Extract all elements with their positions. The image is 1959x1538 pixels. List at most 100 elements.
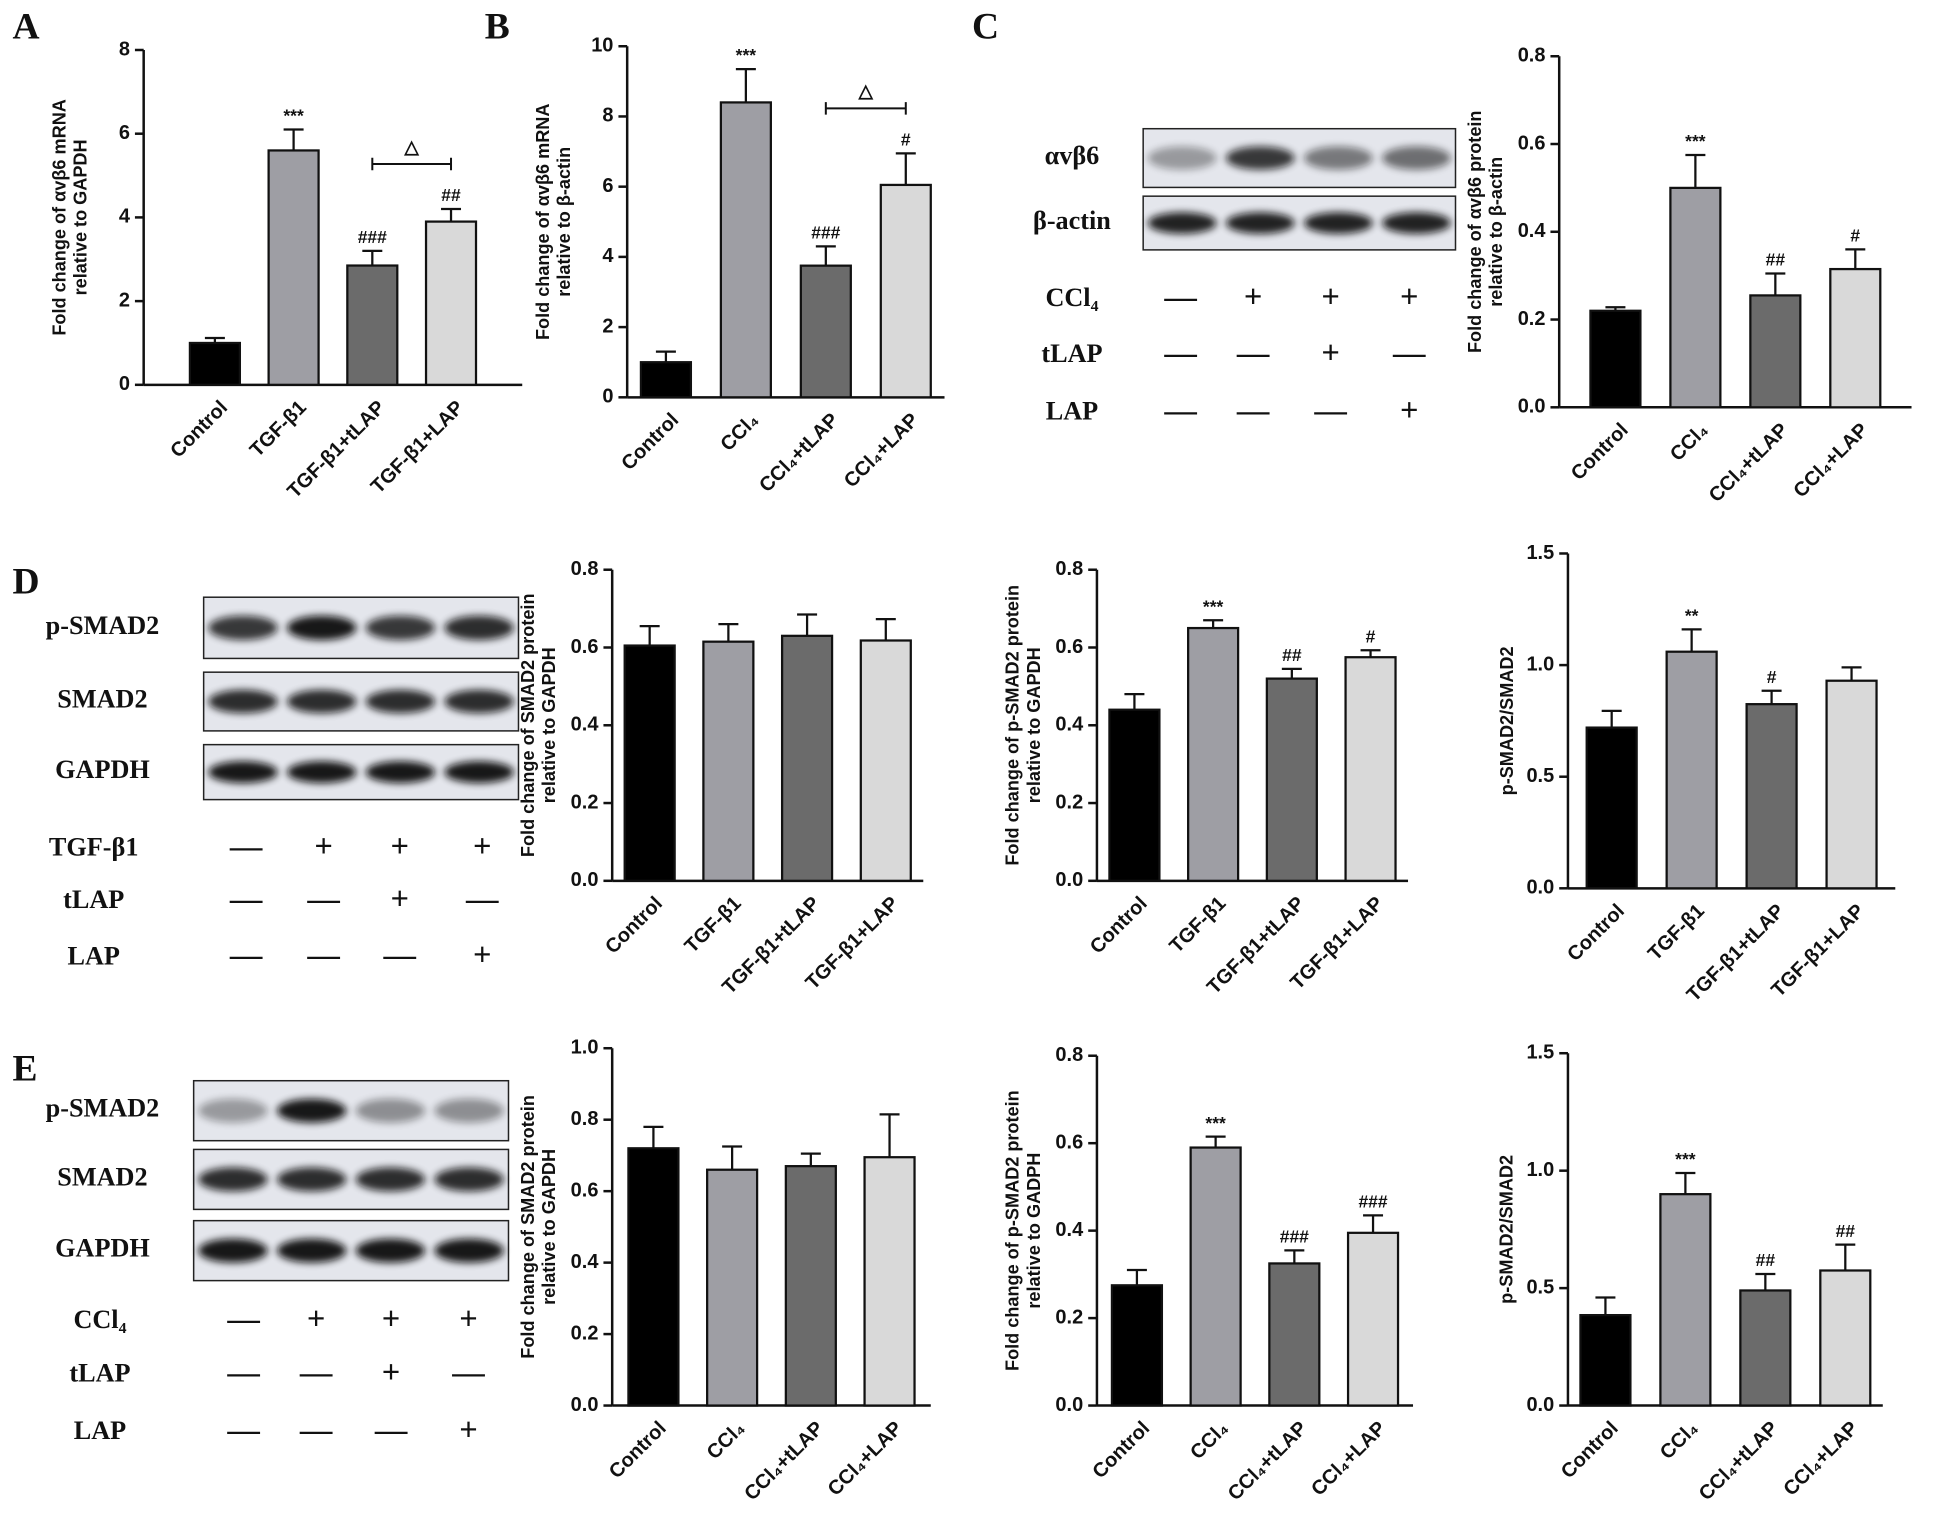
y-tick-label: 0.6: [1055, 1131, 1083, 1153]
error-bar: [1841, 666, 1862, 681]
blot-band: [1382, 146, 1451, 170]
error-bar: [875, 617, 896, 641]
error-bar: [1284, 1249, 1305, 1264]
bar: [1669, 186, 1722, 409]
treatment-sign: +: [382, 1301, 401, 1337]
error-bar: [655, 350, 676, 363]
x-tick-label: Control: [1088, 1417, 1154, 1483]
bar: [1829, 267, 1882, 409]
bar: [784, 1165, 837, 1407]
x-tick-label: CCl₄+LAP: [824, 1417, 907, 1500]
significance-label: ##: [1836, 1221, 1856, 1241]
blot-band: [444, 615, 514, 641]
blot-band: [1225, 212, 1295, 234]
y-tick-label: 4: [602, 245, 613, 267]
error-bar: [1765, 272, 1786, 296]
treatment-sign: —: [1313, 393, 1347, 429]
x-tick-label: Control: [605, 1417, 671, 1483]
y-tick-label: 0.4: [571, 1251, 599, 1273]
treatment-sign: —: [451, 1355, 485, 1391]
treatment-label: LAP: [67, 941, 119, 970]
error-bar: [718, 623, 739, 642]
error-bar: [1203, 619, 1224, 629]
x-tick-label: TGF-β1: [1644, 900, 1709, 965]
x-tick-label: CCl₄+tLAP: [1695, 1417, 1783, 1505]
bar: [1265, 677, 1318, 882]
blot-band: [198, 1098, 268, 1123]
bar: [1346, 1231, 1400, 1407]
y-tick-label: 0.0: [1526, 1394, 1554, 1416]
bar: [1187, 626, 1240, 882]
y-tick-label: 0.6: [571, 1179, 599, 1201]
x-tick-label: CCl₄+LAP: [1307, 1417, 1390, 1500]
x-tick-label: CCl₄+tLAP: [740, 1417, 828, 1505]
y-tick-label: 0.2: [571, 791, 599, 813]
treatment-sign: +: [1400, 279, 1419, 315]
treatment-sign: —: [1392, 336, 1426, 372]
error-bar: [1755, 1272, 1776, 1291]
significance-label: #: [1366, 626, 1376, 646]
bar: [879, 183, 932, 399]
y-tick-label: 0: [602, 386, 613, 408]
x-tick-label: TGF-β1: [246, 397, 311, 462]
bar: [1825, 679, 1878, 890]
comparison-label: △: [403, 136, 420, 157]
bar: [706, 1168, 759, 1407]
bar: [623, 644, 676, 882]
bar: [719, 101, 772, 399]
y-tick-label: 0.4: [1518, 220, 1546, 242]
y-tick-label: 0.0: [1055, 869, 1083, 891]
blot-band: [198, 1238, 268, 1263]
blot-band: [434, 1238, 504, 1263]
bar: [1268, 1262, 1321, 1407]
y-axis-label: relative to GAPDH: [539, 1149, 559, 1305]
x-tick-label: CCl₄+LAP: [1779, 1417, 1862, 1500]
significance-label: ***: [1203, 596, 1224, 616]
treatment-sign: +: [1321, 336, 1340, 372]
error-bar: [362, 249, 383, 266]
blot-band: [365, 761, 436, 784]
y-axis-label: relative to GADPH: [1024, 1153, 1044, 1309]
bar: [859, 639, 912, 882]
treatment-sign: +: [1400, 393, 1419, 429]
error-bar: [643, 1125, 664, 1149]
x-tick-label: TGF-β1: [681, 893, 746, 958]
blot-band: [208, 615, 278, 641]
x-tick-label: Control: [1563, 900, 1629, 966]
error-bar: [1126, 1268, 1147, 1286]
x-tick-label: CCl₄: [1666, 419, 1713, 466]
bar: [1108, 708, 1161, 882]
y-tick-label: 0.2: [1518, 308, 1546, 330]
blot-band: [1225, 146, 1295, 170]
treatment-sign: +: [459, 1301, 478, 1337]
treatment-sign: —: [1163, 393, 1197, 429]
treatment-sign: —: [306, 882, 340, 918]
bar: [702, 640, 755, 882]
treatment-sign: +: [1244, 279, 1263, 315]
bar: [1749, 294, 1802, 409]
treatment-sign: —: [299, 1355, 333, 1391]
error-bar: [1205, 1135, 1226, 1148]
bar: [863, 1156, 916, 1407]
y-tick-label: 1.0: [1526, 653, 1554, 675]
significance-label: ##: [1756, 1250, 1776, 1270]
y-axis-label: p-SMAD2/SMAD2: [1497, 646, 1517, 795]
comparison-bracket: [824, 102, 907, 115]
treatment-sign: —: [1163, 279, 1197, 315]
error-bar: [1761, 689, 1782, 705]
significance-label: ##: [1766, 250, 1786, 270]
y-tick-label: 0.4: [1055, 714, 1083, 736]
x-tick-label: TGF-β1: [1165, 893, 1230, 958]
treatment-sign: —: [1163, 336, 1197, 372]
error-bar: [1675, 1171, 1696, 1195]
bar: [1344, 656, 1397, 882]
bar: [1589, 309, 1642, 409]
error-bar: [1685, 153, 1706, 188]
significance-label: #: [901, 129, 911, 149]
treatment-sign: —: [229, 938, 263, 974]
blot-row-label: β-actin: [1033, 206, 1111, 235]
error-bar: [879, 1113, 900, 1158]
y-axis-label: Fold change of SMAD2 protein: [518, 1095, 538, 1359]
